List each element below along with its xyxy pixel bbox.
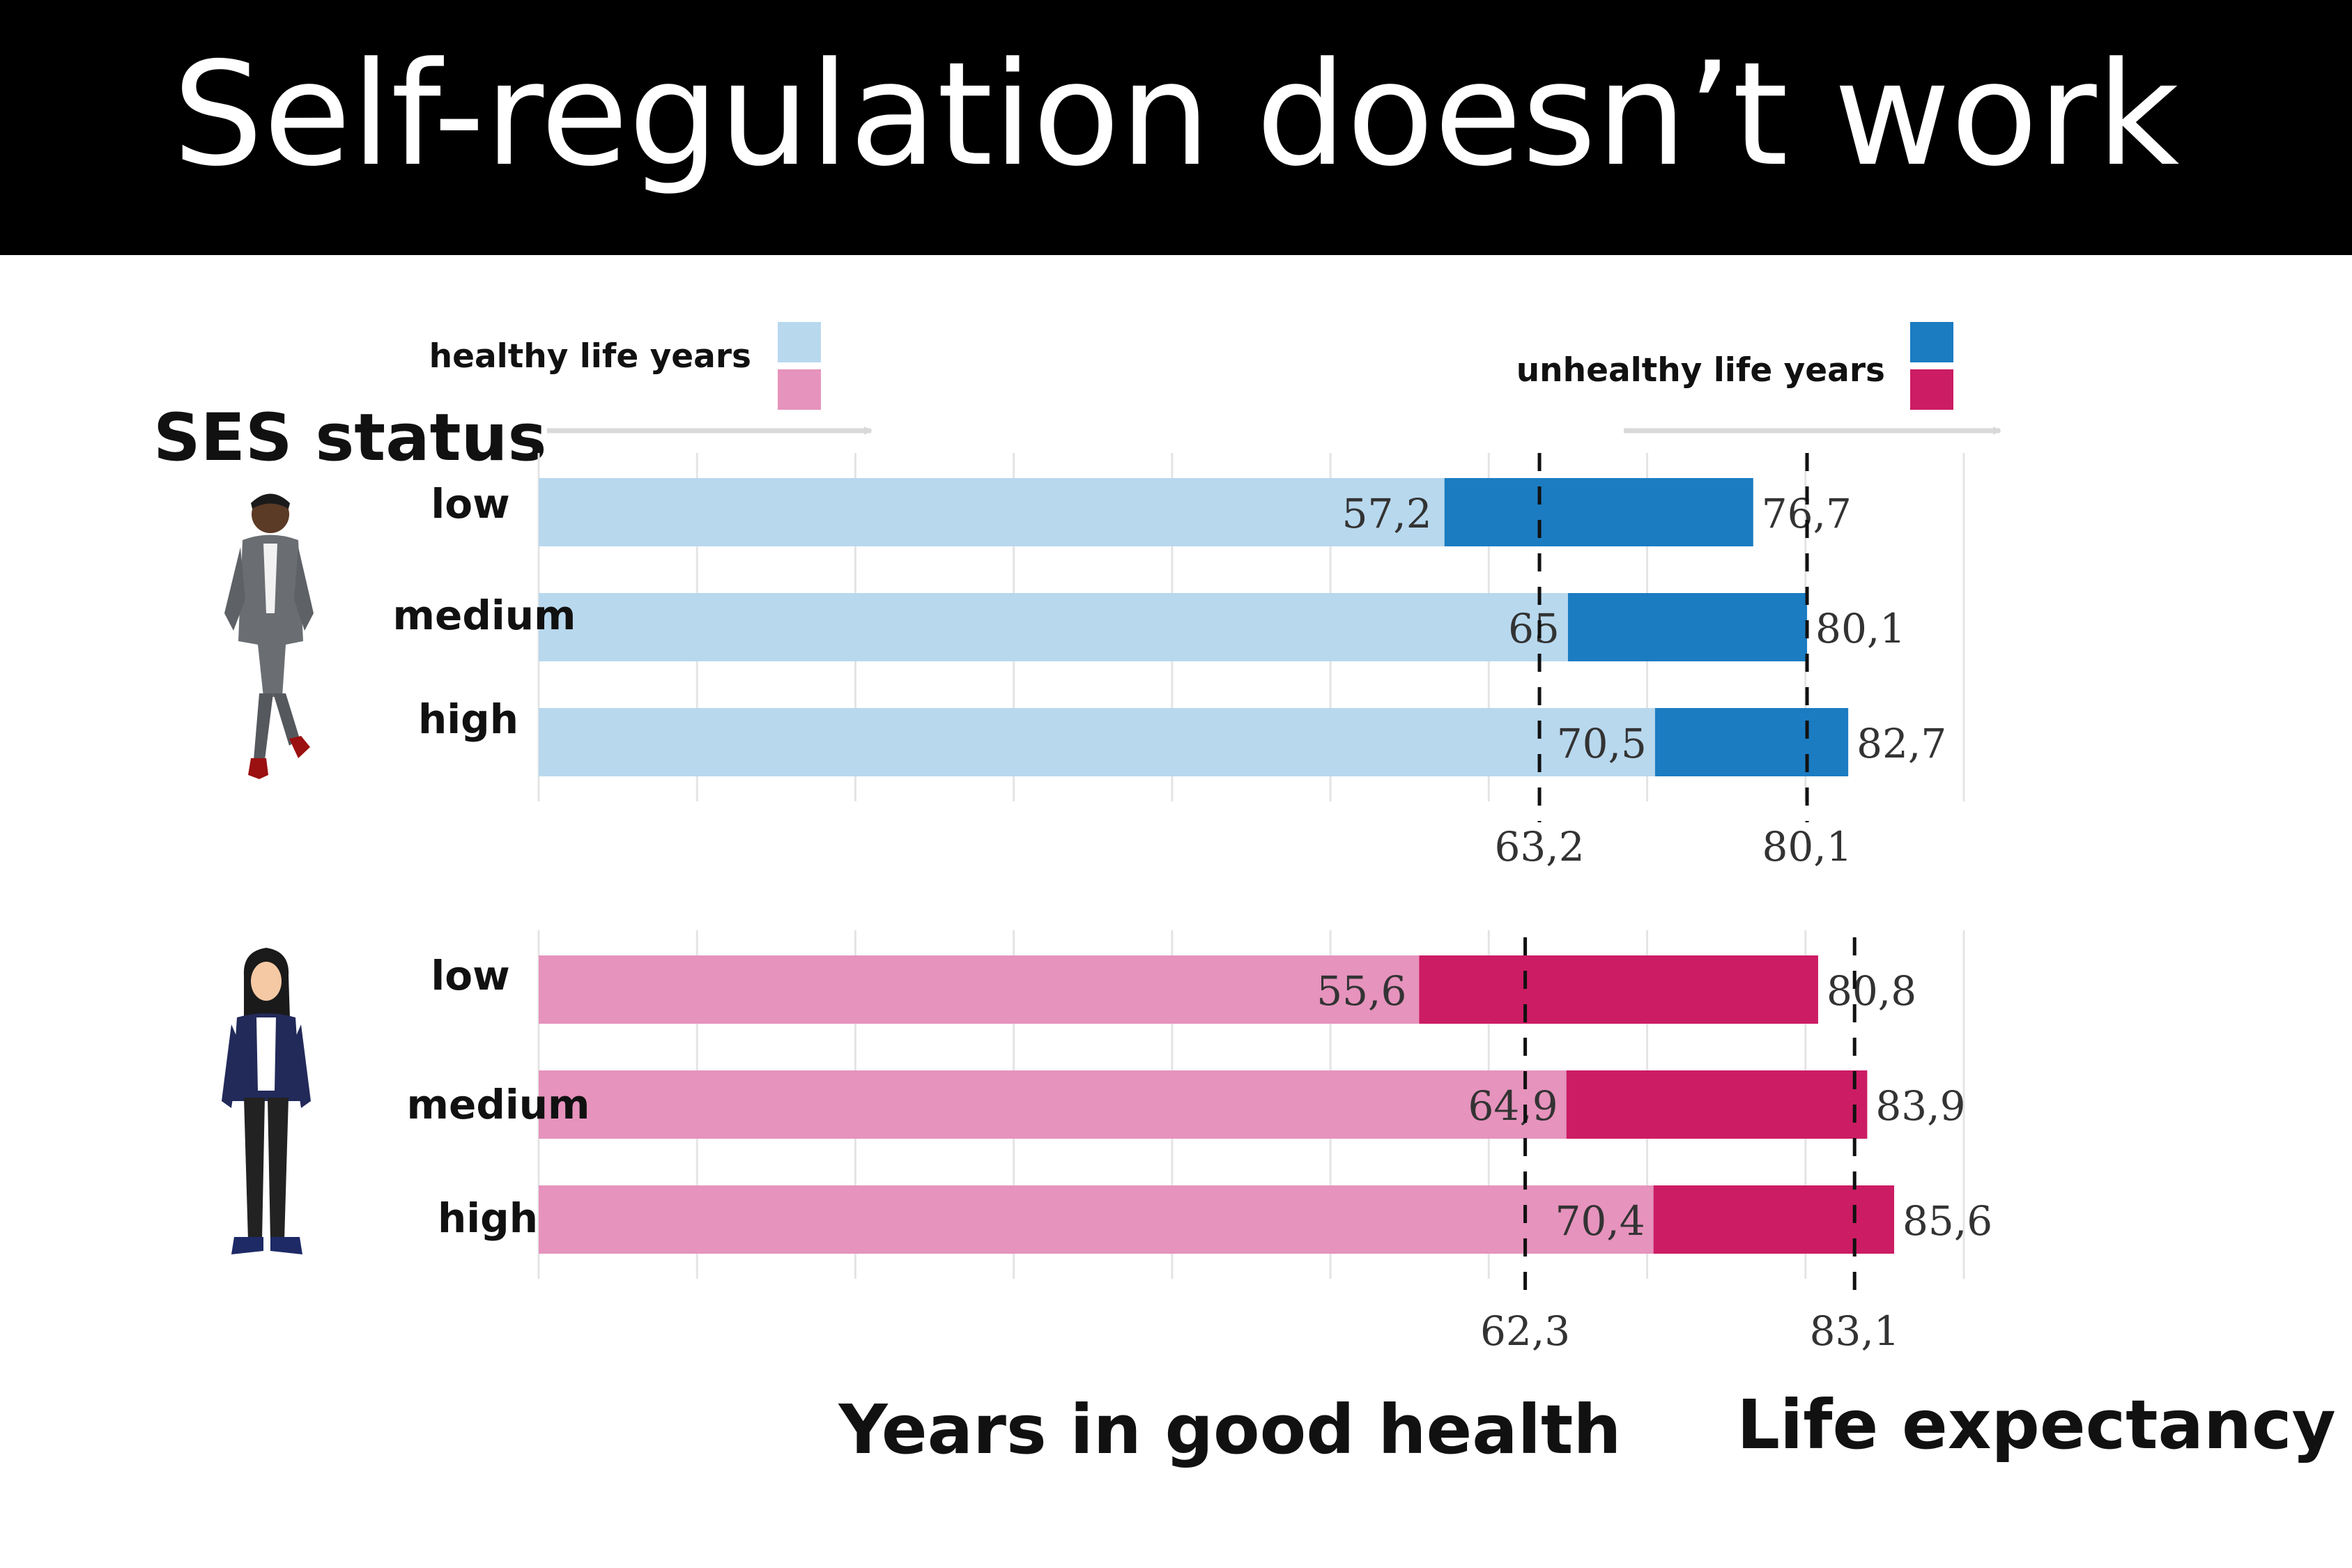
male-bar-unhealthy-low	[1444, 478, 1753, 546]
female-bar-unhealthy-medium	[1566, 1070, 1868, 1139]
legend-healthy-label: healthy life years	[429, 337, 751, 376]
female-life-value-label-medium: 83,9	[1875, 1082, 1965, 1130]
man-figure-icon	[224, 493, 314, 779]
male-life-value-label-high: 82,7	[1857, 720, 1946, 767]
legend-unhealthy-label: unhealthy life years	[1516, 351, 1885, 390]
female-category-label-high: high	[438, 1194, 538, 1242]
female-healthy-value-label-low: 55,6	[1316, 967, 1406, 1015]
female-reference-label-healthy: 62,3	[1480, 1307, 1570, 1355]
legend-female-healthy-swatch	[778, 369, 821, 410]
male-bar-unhealthy-medium	[1567, 593, 1808, 661]
woman-figure-icon	[222, 948, 311, 1254]
male-bar-unhealthy-high	[1654, 708, 1849, 776]
female-healthy-value-label-medium: 64,9	[1468, 1082, 1558, 1130]
ses-status-label: SES status	[153, 400, 546, 476]
male-category-label-low: low	[431, 480, 509, 528]
female-reference-label-life: 83,1	[1810, 1307, 1900, 1355]
male-healthy-value-label-medium: 65	[1508, 605, 1560, 652]
female-healthy-value-label-high: 70,4	[1555, 1197, 1645, 1245]
female-category-label-medium: medium	[407, 1081, 590, 1128]
female-bar-unhealthy-high	[1653, 1185, 1895, 1254]
female-bar-healthy-high	[539, 1185, 1654, 1254]
title-bar	[0, 0, 2352, 255]
legend-female-unhealthy-swatch	[1910, 369, 1953, 410]
female-life-value-label-high: 85,6	[1903, 1197, 1992, 1245]
female-bar-unhealthy-low	[1419, 955, 1818, 1024]
female-bar-healthy-low	[539, 955, 1420, 1024]
female-category-label-low: low	[431, 952, 509, 999]
male-life-value-label-medium: 80,1	[1815, 605, 1905, 652]
male-healthy-value-label-low: 57,2	[1342, 490, 1432, 537]
legend-male-unhealthy-swatch	[1910, 322, 1953, 362]
male-reference-label-life: 80,1	[1762, 823, 1852, 870]
axis-label-healthy: Years in good health	[838, 1390, 1622, 1469]
male-bar-healthy-medium	[539, 593, 1568, 661]
axis-label-life-expectancy: Life expectancy	[1737, 1385, 2336, 1464]
female-life-value-label-low: 80,8	[1827, 967, 1916, 1015]
legend-male-healthy-swatch	[778, 322, 821, 362]
male-reference-label-healthy: 63,2	[1494, 823, 1584, 870]
male-category-label-medium: medium	[393, 592, 576, 639]
page-title: Self-regulation doesn’t work	[172, 32, 2180, 198]
female-bar-healthy-medium	[539, 1070, 1567, 1139]
male-category-label-high: high	[418, 695, 518, 743]
male-bar-healthy-high	[539, 708, 1655, 776]
male-bar-healthy-low	[539, 478, 1445, 546]
male-healthy-value-label-high: 70,5	[1557, 720, 1647, 767]
